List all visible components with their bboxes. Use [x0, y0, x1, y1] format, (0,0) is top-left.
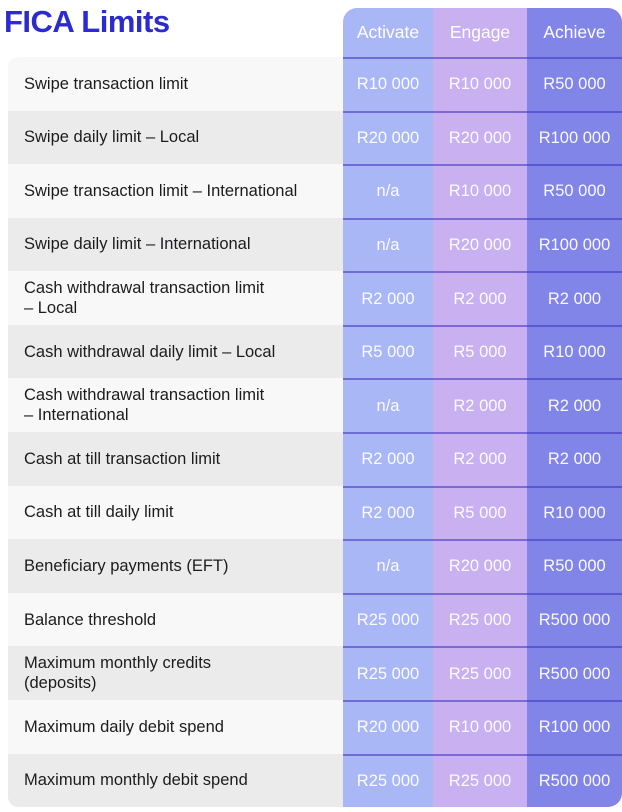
cell-activate-value: R20 000 [343, 110, 433, 165]
table-row: Beneficiary payments (EFT) n/a R20 000 R… [0, 539, 622, 593]
table-row: Cash at till daily limit R2 000 R5 000 R… [0, 485, 622, 540]
cell-engage-value: R25 000 [433, 646, 527, 700]
cell-activate-value: R25 000 [343, 646, 433, 700]
table-row: Swipe daily limit – Local R20 000 R20 00… [0, 110, 622, 165]
table-header: FICA Limits Activate Engage Achieve [0, 0, 622, 57]
table-row: Cash at till transaction limit R2 000 R2… [0, 432, 622, 486]
cell-engage-value: R5 000 [433, 485, 527, 540]
cell-achieve-value: R50 000 [527, 57, 622, 111]
cell-engage-value: R10 000 [433, 699, 527, 754]
cell-achieve-value: R500 000 [527, 646, 622, 700]
cell-achieve-value: R10 000 [527, 485, 622, 540]
cell-activate-value: R25 000 [343, 753, 433, 808]
row-label: Cash withdrawal transaction limit – Inte… [8, 378, 343, 433]
cell-engage-value: R2 000 [433, 271, 527, 325]
row-label: Swipe daily limit – International [8, 217, 343, 272]
cell-engage-value: R20 000 [433, 539, 527, 593]
row-label: Swipe transaction limit [8, 57, 343, 111]
table-row: Cash withdrawal transaction limit – Inte… [0, 378, 622, 433]
cell-activate-value: R5 000 [343, 324, 433, 379]
cell-achieve-value: R2 000 [527, 432, 622, 486]
row-label: Swipe transaction limit – International [8, 164, 343, 218]
page-title: FICA Limits [4, 4, 170, 39]
column-header-activate: Activate [343, 8, 433, 57]
cell-engage-value: R5 000 [433, 324, 527, 379]
cell-activate-value: R2 000 [343, 432, 433, 486]
cell-activate-value: R20 000 [343, 699, 433, 754]
table-row: Cash withdrawal transaction limit – Loca… [0, 271, 622, 325]
table-row: Maximum monthly credits (deposits) R25 0… [0, 646, 622, 700]
cell-engage-value: R25 000 [433, 592, 527, 647]
table-row: Maximum daily debit spend R20 000 R10 00… [0, 699, 622, 754]
row-label: Cash at till daily limit [8, 485, 343, 540]
table-row: Balance threshold R25 000 R25 000 R500 0… [0, 592, 622, 647]
row-label: Maximum monthly debit spend [8, 753, 343, 808]
cell-engage-value: R20 000 [433, 217, 527, 272]
table-row: Swipe transaction limit – International … [0, 164, 622, 218]
cell-achieve-value: R50 000 [527, 539, 622, 593]
cell-activate-value: R2 000 [343, 271, 433, 325]
column-header-engage: Engage [433, 8, 527, 57]
row-label: Swipe daily limit – Local [8, 110, 343, 165]
cell-achieve-value: R100 000 [527, 217, 622, 272]
cell-achieve-value: R2 000 [527, 378, 622, 433]
cell-achieve-value: R500 000 [527, 592, 622, 647]
cell-activate-value: R2 000 [343, 485, 433, 540]
cell-achieve-value: R100 000 [527, 699, 622, 754]
cell-achieve-value: R500 000 [527, 753, 622, 808]
table-row: Swipe daily limit – International n/a R2… [0, 217, 622, 272]
row-label: Cash at till transaction limit [8, 432, 343, 486]
row-label: Cash withdrawal transaction limit – Loca… [8, 271, 343, 325]
row-label: Cash withdrawal daily limit – Local [8, 324, 343, 379]
cell-engage-value: R10 000 [433, 164, 527, 218]
cell-activate-value: R25 000 [343, 592, 433, 647]
row-label: Maximum daily debit spend [8, 699, 343, 754]
table-row: Maximum monthly debit spend R25 000 R25 … [0, 753, 622, 808]
cell-activate-value: n/a [343, 378, 433, 433]
cell-achieve-value: R10 000 [527, 324, 622, 379]
limits-table-body: Swipe transaction limit R10 000 R10 000 … [0, 57, 622, 808]
column-header-achieve: Achieve [527, 8, 622, 57]
table-row: Swipe transaction limit R10 000 R10 000 … [0, 57, 622, 111]
cell-achieve-value: R100 000 [527, 110, 622, 165]
cell-engage-value: R2 000 [433, 378, 527, 433]
cell-activate-value: R10 000 [343, 57, 433, 111]
cell-achieve-value: R2 000 [527, 271, 622, 325]
row-label: Beneficiary payments (EFT) [8, 539, 343, 593]
cell-engage-value: R2 000 [433, 432, 527, 486]
cell-activate-value: n/a [343, 164, 433, 218]
cell-engage-value: R20 000 [433, 110, 527, 165]
row-label: Balance threshold [8, 592, 343, 647]
cell-activate-value: n/a [343, 539, 433, 593]
table-row: Cash withdrawal daily limit – Local R5 0… [0, 324, 622, 379]
title-zone: FICA Limits [0, 0, 343, 57]
cell-engage-value: R25 000 [433, 753, 527, 808]
cell-engage-value: R10 000 [433, 57, 527, 111]
cell-achieve-value: R50 000 [527, 164, 622, 218]
cell-activate-value: n/a [343, 217, 433, 272]
row-label: Maximum monthly credits (deposits) [8, 646, 343, 700]
